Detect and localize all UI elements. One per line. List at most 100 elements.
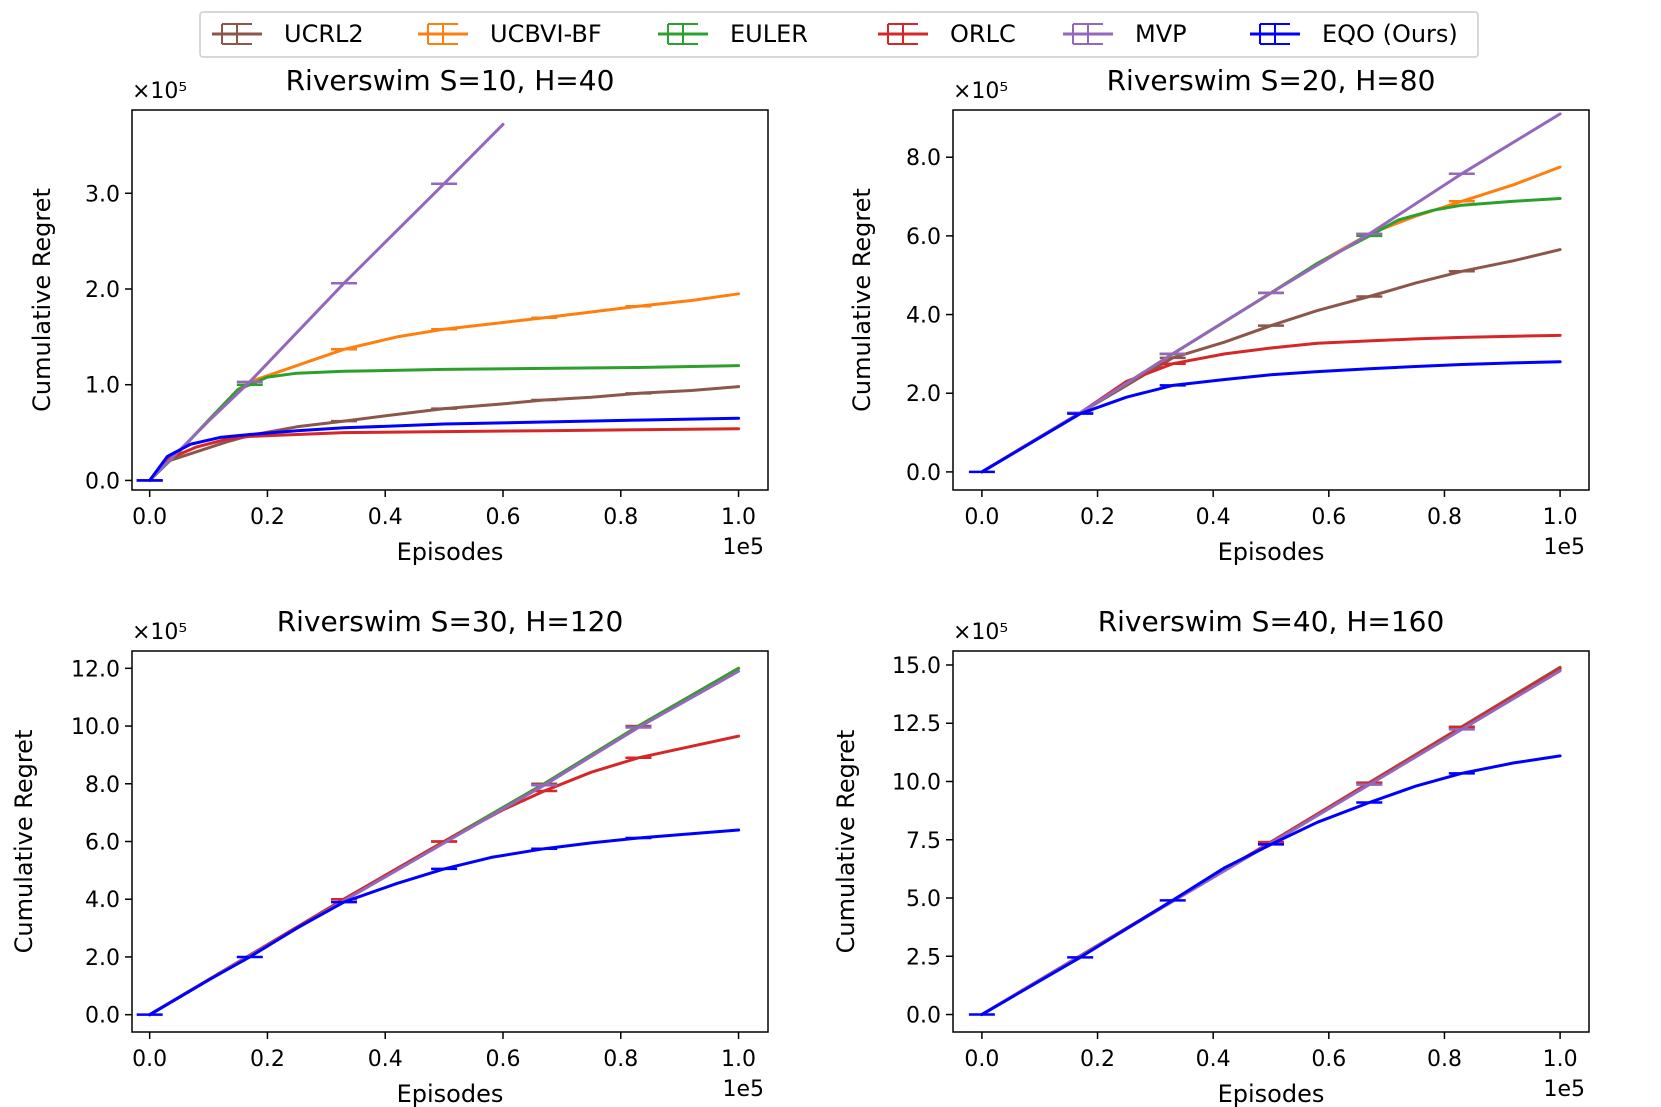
y-scale-label: ×10⁵ bbox=[132, 620, 187, 645]
y-tick-label: 12.5 bbox=[892, 712, 941, 737]
y-tick-label: 10.0 bbox=[892, 770, 941, 795]
x-axis-label: Episodes bbox=[1218, 1080, 1325, 1107]
x-tick-label: 0.4 bbox=[1196, 505, 1231, 530]
legend-label: UCBVI-BF bbox=[490, 20, 602, 48]
series-line-orlc bbox=[148, 427, 741, 482]
legend-item-orlc: ORLC bbox=[878, 20, 1016, 48]
x-scale-label: 1e5 bbox=[722, 1077, 764, 1102]
legend-item-mvp: MVP bbox=[1063, 20, 1187, 48]
chart-title: Riverswim S=30, H=120 bbox=[277, 605, 624, 638]
x-tick-label: 0.8 bbox=[1427, 505, 1462, 530]
x-tick-label: 0.0 bbox=[964, 1047, 999, 1072]
y-axis-label: Cumulative Regret bbox=[848, 188, 876, 412]
x-tick-label: 0.8 bbox=[603, 505, 638, 530]
x-tick-label: 1.0 bbox=[721, 505, 756, 530]
y-tick-label: 12.0 bbox=[71, 657, 120, 682]
chart-title: Riverswim S=10, H=40 bbox=[286, 64, 615, 97]
x-tick-label: 0.8 bbox=[603, 1047, 638, 1072]
y-scale-label: ×10⁵ bbox=[132, 79, 187, 104]
x-tick-label: 0.6 bbox=[1311, 1047, 1346, 1072]
series-line-mvp bbox=[148, 122, 505, 482]
x-scale-label: 1e5 bbox=[1543, 1077, 1585, 1102]
legend-label: EQO (Ours) bbox=[1322, 20, 1458, 48]
plot-frame bbox=[952, 109, 1590, 491]
plot-frame bbox=[131, 109, 769, 491]
x-tick-label: 0.2 bbox=[1080, 1047, 1115, 1072]
legend-item-euler: EULER bbox=[658, 20, 808, 48]
x-tick-label: 0.0 bbox=[964, 505, 999, 530]
series-line-eqo-ours bbox=[148, 416, 741, 482]
x-scale-label: 1e5 bbox=[1543, 535, 1585, 560]
y-tick-label: 2.0 bbox=[85, 946, 120, 971]
y-tick-label: 2.0 bbox=[906, 382, 941, 407]
x-axis-label: Episodes bbox=[397, 538, 504, 566]
series-line-ucrl2 bbox=[980, 248, 1562, 474]
x-tick-label: 0.0 bbox=[132, 1047, 167, 1072]
y-tick-label: 0.0 bbox=[85, 469, 120, 494]
x-tick-label: 0.4 bbox=[1196, 1047, 1231, 1072]
y-tick-label: 0.0 bbox=[85, 1004, 120, 1029]
y-scale-label: ×10⁵ bbox=[953, 79, 1008, 104]
x-tick-label: 0.6 bbox=[1311, 505, 1346, 530]
y-tick-label: 1.0 bbox=[85, 374, 120, 399]
panel-s10-h40: Riverswim S=10, H=40 ×10⁵ 0.0 0.2 0.4 0.6 0.8 1… bbox=[28, 64, 769, 566]
legend-label: ORLC bbox=[950, 20, 1016, 48]
y-tick-label: 4.0 bbox=[85, 888, 120, 913]
y-tick-label: 2.0 bbox=[85, 278, 120, 303]
x-tick-label: 1.0 bbox=[721, 1047, 756, 1072]
series-line-eqo-ours bbox=[980, 754, 1562, 1016]
x-tick-label: 0.2 bbox=[250, 505, 285, 530]
y-axis-label: Cumulative Regret bbox=[832, 730, 860, 954]
panel-s30-h120: Riverswim S=30, H=120 ×10⁵ 0.0 0.2 0.4 0.6 0.8… bbox=[10, 605, 769, 1107]
x-axis-label: Episodes bbox=[397, 1080, 504, 1107]
x-tick-label: 0.4 bbox=[368, 1047, 403, 1072]
panel-s40-h160: Riverswim S=40, H=160 ×10⁵ 0.0 0.2 0.4 0.6 0.8… bbox=[832, 605, 1590, 1107]
series-line-ucrl2 bbox=[148, 385, 741, 482]
x-tick-label: 0.6 bbox=[486, 505, 521, 530]
x-tick-label: 1.0 bbox=[1543, 1047, 1578, 1072]
y-tick-label: 8.0 bbox=[85, 773, 120, 798]
x-tick-label: 0.2 bbox=[1080, 505, 1115, 530]
plot-frame bbox=[131, 650, 769, 1033]
y-tick-label: 3.0 bbox=[85, 182, 120, 207]
x-tick-label: 0.4 bbox=[368, 505, 403, 530]
series-line-eqo-ours bbox=[980, 360, 1562, 474]
series-line-ucbvi-bf bbox=[148, 292, 741, 482]
plot-frame bbox=[952, 650, 1590, 1033]
legend-item-ucrl2: UCRL2 bbox=[212, 20, 364, 48]
y-tick-label: 4.0 bbox=[906, 304, 941, 329]
y-tick-label: 15.0 bbox=[892, 654, 941, 679]
y-axis-label: Cumulative Regret bbox=[10, 730, 38, 954]
x-tick-label: 0.6 bbox=[486, 1047, 521, 1072]
x-tick-label: 0.2 bbox=[250, 1047, 285, 1072]
x-tick-label: 1.0 bbox=[1543, 505, 1578, 530]
series-line-ucbvi-bf bbox=[980, 165, 1562, 474]
chart-title: Riverswim S=20, H=80 bbox=[1107, 64, 1436, 97]
y-tick-label: 6.0 bbox=[85, 831, 120, 856]
legend-item-eqo-ours: EQO (Ours) bbox=[1250, 20, 1458, 48]
x-tick-label: 0.8 bbox=[1427, 1047, 1462, 1072]
series-line-orlc bbox=[148, 734, 741, 1017]
series-line-euler bbox=[980, 197, 1562, 474]
legend-label: EULER bbox=[730, 20, 808, 48]
panel-s20-h80: Riverswim S=20, H=80 ×10⁵ 0.0 0.2 0.4 0.6 0.8 1… bbox=[848, 64, 1590, 566]
x-tick-label: 0.0 bbox=[132, 505, 167, 530]
y-tick-label: 2.5 bbox=[906, 945, 941, 970]
x-scale-label: 1e5 bbox=[722, 535, 764, 560]
y-tick-label: 10.0 bbox=[71, 715, 120, 740]
y-tick-label: 8.0 bbox=[906, 146, 941, 171]
y-tick-label: 6.0 bbox=[906, 225, 941, 250]
legend-label: UCRL2 bbox=[284, 20, 364, 48]
y-tick-label: 7.5 bbox=[906, 829, 941, 854]
series-line-orlc bbox=[980, 333, 1562, 474]
legend-item-ucbvi-bf: UCBVI-BF bbox=[418, 20, 602, 48]
chart-title: Riverswim S=40, H=160 bbox=[1098, 605, 1445, 638]
y-tick-label: 0.0 bbox=[906, 1004, 941, 1029]
legend-label: MVP bbox=[1135, 20, 1187, 48]
y-tick-label: 0.0 bbox=[906, 461, 941, 486]
legend-frame bbox=[199, 11, 1479, 58]
y-tick-label: 5.0 bbox=[906, 887, 941, 912]
series-line-eqo-ours bbox=[148, 828, 741, 1017]
y-scale-label: ×10⁵ bbox=[953, 620, 1008, 645]
